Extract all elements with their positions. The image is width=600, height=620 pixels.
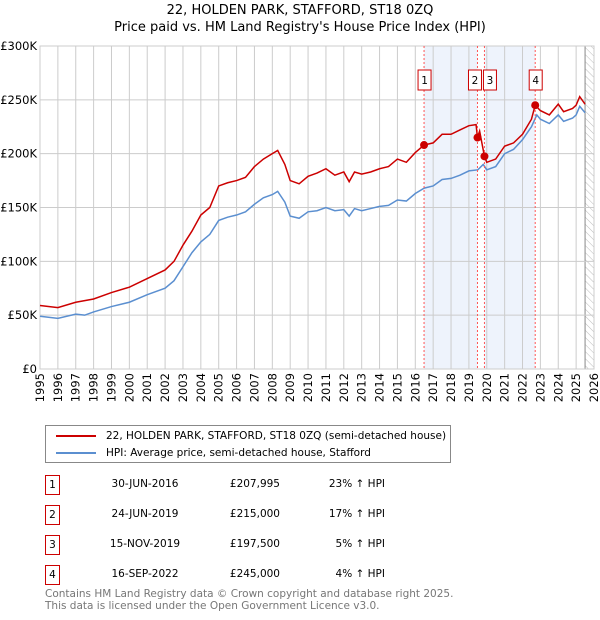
x-tick-label: 2010 (301, 373, 315, 402)
x-tick-label: 2012 (337, 373, 351, 402)
sale-number: 4 (45, 565, 60, 585)
sale-label: 2 (472, 75, 479, 87)
y-tick-label: £300K (0, 39, 37, 53)
legend: 22, HOLDEN PARK, STAFFORD, ST18 0ZQ (sem… (45, 425, 451, 463)
legend-swatch-price (56, 435, 96, 437)
legend-label-hpi: HPI: Average price, semi-detached house,… (106, 447, 371, 459)
sale-hpi-diff: 5% ↑ HPI (335, 538, 385, 550)
x-tick-label: 2017 (426, 373, 440, 402)
sale-point (473, 133, 482, 142)
x-tick-label: 2008 (265, 373, 279, 402)
sale-number: 2 (45, 505, 60, 525)
sale-number: 1 (45, 475, 60, 495)
x-tick-label: 1998 (87, 373, 101, 402)
sale-hpi-diff: 4% ↑ HPI (335, 568, 385, 580)
sale-label: 1 (421, 75, 428, 87)
sale-row: 3 15-NOV-2019 £197,500 5% ↑ HPI (45, 535, 465, 555)
x-tick-label: 1997 (69, 373, 83, 402)
x-tick-label: 1996 (51, 373, 65, 402)
x-tick-label: 2009 (283, 373, 297, 402)
x-tick-label: 2007 (247, 373, 261, 402)
sale-date: 15-NOV-2019 (109, 538, 181, 550)
sale-price: £207,995 (229, 478, 280, 490)
sale-label-box (417, 69, 432, 91)
x-tick-label: 2013 (355, 373, 369, 402)
sale-price: £197,500 (229, 538, 280, 550)
x-tick-label: 2006 (230, 373, 244, 402)
y-tick-label: £250K (0, 93, 37, 107)
y-tick-label: £50K (8, 308, 38, 322)
sale-price: £215,000 (229, 508, 280, 520)
x-tick-label: 2023 (533, 373, 547, 402)
sale-row: 2 24-JUN-2019 £215,000 17% ↑ HPI (45, 505, 465, 525)
y-tick-label: £150K (0, 201, 37, 215)
footer: Contains HM Land Registry data © Crown c… (45, 588, 453, 612)
price-chart: £0 £50K £100K £150K £200K £250K £300K 1995 1996 1… (0, 39, 600, 402)
x-tick-label: 1995 (33, 373, 47, 402)
footer-line: Contains HM Land Registry data © Crown c… (45, 588, 454, 600)
y-tick-label: £100K (0, 254, 37, 268)
sale-hpi-diff: 17% ↑ HPI (328, 508, 385, 520)
y-tick-label: £0 (22, 362, 37, 376)
x-tick-label: 2005 (212, 373, 226, 402)
x-tick-label: 2016 (408, 373, 422, 402)
sale-point (420, 141, 429, 150)
x-tick-label: 2024 (551, 373, 565, 402)
sale-number: 3 (45, 535, 60, 555)
legend-item-price: 22, HOLDEN PARK, STAFFORD, ST18 0ZQ (sem… (56, 428, 446, 444)
x-tick-label: 2014 (373, 373, 387, 402)
x-tick-label: 2019 (462, 373, 476, 402)
x-tick-label: 2022 (516, 373, 530, 402)
x-tick-label: 2001 (140, 373, 154, 402)
sale-point (480, 152, 489, 161)
x-tick-label: 2026 (587, 373, 600, 402)
legend-item-hpi: HPI: Average price, semi-detached house,… (56, 445, 371, 461)
sale-label-box (467, 69, 482, 91)
x-tick-label: 2021 (498, 373, 512, 402)
sale-date: 16-SEP-2022 (111, 568, 179, 580)
sale-label-box (528, 69, 543, 91)
plot-frame (39, 45, 595, 370)
x-tick-label: 2025 (569, 373, 583, 402)
legend-swatch-hpi (56, 452, 96, 454)
sale-date: 24-JUN-2019 (111, 508, 179, 520)
chart-title: 22, HOLDEN PARK, STAFFORD, ST18 0ZQ (166, 3, 434, 18)
sale-label: 3 (487, 75, 494, 87)
x-tick-label: 2015 (390, 373, 404, 402)
sale-price: £245,000 (229, 568, 280, 580)
y-tick-label: £200K (0, 147, 37, 161)
x-tick-label: 2002 (158, 373, 172, 402)
footer-line: This data is licensed under the Open Gov… (45, 600, 380, 612)
x-tick-label: 2004 (194, 373, 208, 402)
x-tick-label: 2020 (480, 373, 494, 402)
sale-hpi-diff: 23% ↑ HPI (328, 478, 385, 490)
x-tick-label: 1999 (104, 373, 118, 402)
x-tick-label: 2018 (444, 373, 458, 402)
x-tick-label: 2011 (319, 373, 333, 402)
chart-subtitle: Price paid vs. HM Land Registry's House … (114, 20, 486, 35)
sale-row: 4 16-SEP-2022 £245,000 4% ↑ HPI (45, 565, 465, 585)
sale-label: 4 (532, 75, 539, 87)
sale-point (531, 101, 540, 110)
sale-row: 1 30-JUN-2016 £207,995 23% ↑ HPI (45, 475, 465, 495)
x-tick-label: 2000 (122, 373, 136, 402)
sale-date: 30-JUN-2016 (111, 478, 179, 490)
series-line-hpi (39, 104, 586, 320)
sale-label-box (482, 69, 497, 91)
x-tick-label: 2003 (176, 373, 190, 402)
legend-label-price: 22, HOLDEN PARK, STAFFORD, ST18 0ZQ (sem… (106, 430, 447, 442)
series-line-price (39, 95, 586, 309)
